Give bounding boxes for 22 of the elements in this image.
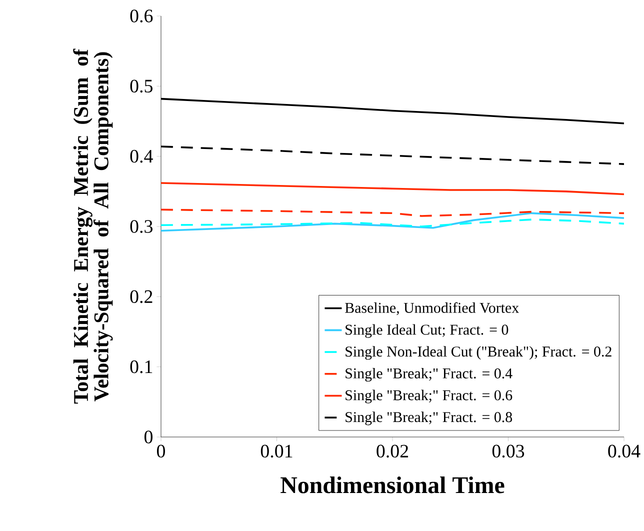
y-tick-label: 0.2 — [130, 290, 152, 304]
line-series — [161, 218, 624, 228]
legend-label: Single Ideal Cut; Fract. = 0 — [346, 324, 508, 338]
y-tick-label: 0.6 — [130, 10, 153, 22]
y-tick-label: 0.5 — [130, 80, 152, 93]
x-tick-label: 0.01 — [260, 444, 292, 458]
y-tick-label: 0.4 — [130, 150, 153, 163]
legend-label: Single Non-Ideal Cut ("Break"); Fract. = 0.2 — [346, 346, 612, 360]
legend-label: Single "Break;" Fract. = 0.6 — [346, 390, 512, 404]
y-tick-label: 0.1 — [130, 360, 152, 374]
legend-label: Single "Break;" Fract. = 0.8 — [346, 412, 512, 426]
legend-label: Baseline, Unmodified Vortex — [345, 302, 519, 316]
y-tick-label: 0 — [144, 430, 152, 444]
y-tick-label: 0.3 — [130, 220, 152, 233]
x-tick-label: 0.03 — [492, 444, 524, 458]
x-tick-label: 0 — [156, 444, 165, 458]
x-tick-label: 0.02 — [376, 444, 408, 458]
line-series — [161, 208, 624, 217]
legend-label: Single "Break;" Fract. = 0.4 — [346, 368, 512, 382]
x-axis-title: Nondimensional Time — [280, 476, 504, 494]
x-tick-label: 0.04 — [608, 444, 640, 458]
y-axis-title: Total Kinetic Energy Metric (Sum of Velocity-Squared of All Components) — [73, 48, 113, 404]
